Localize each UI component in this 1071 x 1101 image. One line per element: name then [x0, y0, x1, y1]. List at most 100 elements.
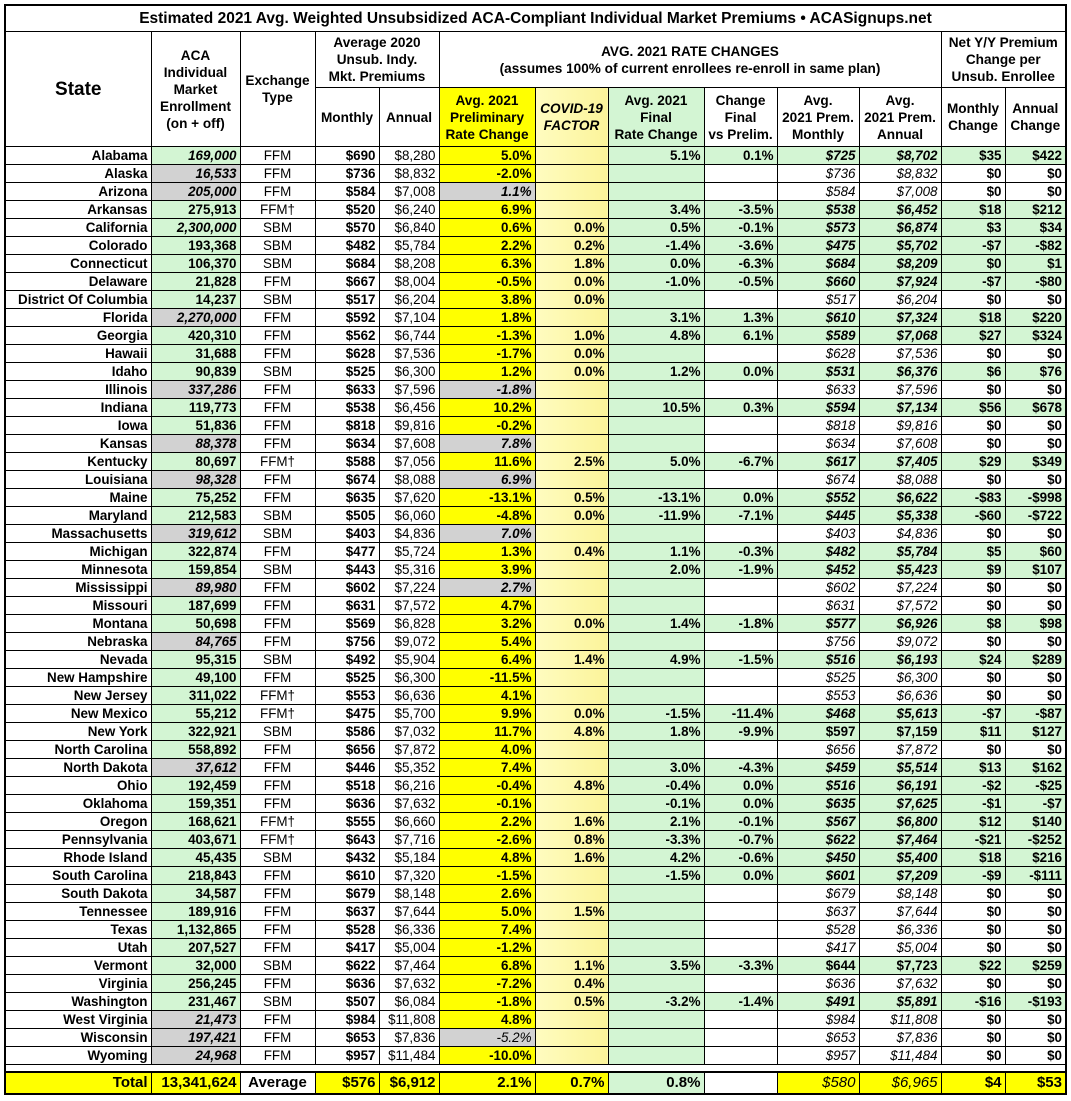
prelim-rate-cell: -1.2%: [438, 938, 536, 957]
monthly-2020-cell: $586: [314, 722, 380, 741]
exchange-type-cell: FFM: [239, 866, 316, 885]
final-rate-cell: [607, 920, 705, 939]
covid-factor-cell: 0.4%: [534, 974, 609, 993]
annual-2021-cell: $5,338: [858, 506, 942, 525]
final-rate-cell: 1.8%: [607, 722, 705, 741]
final-rate-cell: [607, 902, 705, 921]
enrollment-cell: 159,351: [150, 794, 241, 813]
prelim-rate-cell: 6.9%: [438, 200, 536, 219]
state-cell: Nevada: [4, 650, 152, 669]
premiums-table: Estimated 2021 Avg. Weighted Unsubsidize…: [4, 4, 1067, 1095]
monthly-2020-cell: $818: [314, 416, 380, 435]
exchange-type-cell: FFM: [239, 596, 316, 615]
enrollment-cell: 189,916: [150, 902, 241, 921]
covid-factor-cell: [534, 1010, 609, 1029]
header-annual-2020: Annual: [378, 87, 440, 147]
annual-2020-cell: $8,088: [378, 470, 440, 489]
enrollment-cell: 193,368: [150, 236, 241, 255]
covid-factor-cell: [534, 794, 609, 813]
enrollment-cell: 21,828: [150, 272, 241, 291]
covid-factor-cell: [534, 1046, 609, 1065]
net-monthly-cell: $0: [940, 974, 1006, 993]
monthly-2021-cell: $636: [776, 974, 860, 993]
net-monthly-cell: -$16: [940, 992, 1006, 1011]
exchange-type-cell: FFM: [239, 902, 316, 921]
annual-2020-cell: $7,632: [378, 794, 440, 813]
table-row: Utah 207,527 FFM $417 $5,004 -1.2% $417 $5,004 $…: [4, 938, 1067, 957]
annual-2020-cell: $6,216: [378, 776, 440, 795]
net-monthly-cell: $3: [940, 218, 1006, 237]
monthly-2021-cell: $631: [776, 596, 860, 615]
covid-factor-cell: [534, 182, 609, 201]
exchange-type-cell: FFM: [239, 344, 316, 363]
final-rate-cell: [607, 1010, 705, 1029]
net-monthly-cell: -$1: [940, 794, 1006, 813]
prelim-rate-cell: 6.3%: [438, 254, 536, 273]
net-monthly-cell: -$83: [940, 488, 1006, 507]
change-vs-prelim-cell: -11.4%: [703, 704, 778, 723]
monthly-2020-cell: $634: [314, 434, 380, 453]
change-vs-prelim-cell: 0.3%: [703, 398, 778, 417]
net-annual-cell: $324: [1004, 326, 1067, 345]
table-row: Pennsylvania 403,671 FFM† $643 $7,716 -2.6% 0.…: [4, 830, 1067, 849]
total-change-vs-prelim-cell: [703, 1071, 778, 1095]
change-vs-prelim-cell: [703, 596, 778, 615]
state-cell: Georgia: [4, 326, 152, 345]
change-vs-prelim-cell: [703, 380, 778, 399]
covid-factor-cell: 0.0%: [534, 272, 609, 291]
table-row: California 2,300,000 SBM $570 $6,840 0.6% 0.0%…: [4, 218, 1067, 237]
change-vs-prelim-cell: 1.3%: [703, 308, 778, 327]
monthly-2021-cell: $553: [776, 686, 860, 705]
table-row: Louisiana 98,328 FFM $674 $8,088 6.9% $674 $8,0…: [4, 470, 1067, 489]
state-cell: Idaho: [4, 362, 152, 381]
change-vs-prelim-cell: [703, 632, 778, 651]
covid-factor-cell: [534, 866, 609, 885]
exchange-type-cell: FFM: [239, 182, 316, 201]
table-row: Delaware 21,828 FFM $667 $8,004 -0.5% 0.0% -1.0…: [4, 272, 1067, 291]
covid-factor-cell: 1.4%: [534, 650, 609, 669]
prelim-rate-cell: 1.2%: [438, 362, 536, 381]
final-rate-cell: 2.1%: [607, 812, 705, 831]
table-row: Washington 231,467 SBM $507 $6,084 -1.8% 0.5% -…: [4, 992, 1067, 1011]
net-annual-cell: $0: [1004, 596, 1067, 615]
change-vs-prelim-cell: [703, 470, 778, 489]
final-rate-cell: [607, 380, 705, 399]
net-annual-cell: $140: [1004, 812, 1067, 831]
final-rate-cell: -0.4%: [607, 776, 705, 795]
covid-factor-cell: [534, 578, 609, 597]
table-row: Oregon 168,621 FFM† $555 $6,660 2.2% 1.6% 2.1% -…: [4, 812, 1067, 831]
annual-2021-cell: $7,068: [858, 326, 942, 345]
prelim-rate-cell: 7.8%: [438, 434, 536, 453]
change-vs-prelim-cell: 0.1%: [703, 146, 778, 165]
state-cell: Tennessee: [4, 902, 152, 921]
final-rate-cell: 4.8%: [607, 326, 705, 345]
monthly-2021-cell: $660: [776, 272, 860, 291]
covid-factor-cell: 0.8%: [534, 830, 609, 849]
enrollment-cell: 98,328: [150, 470, 241, 489]
enrollment-cell: 256,245: [150, 974, 241, 993]
monthly-2021-cell: $445: [776, 506, 860, 525]
net-annual-cell: $422: [1004, 146, 1067, 165]
enrollment-cell: 337,286: [150, 380, 241, 399]
annual-2021-cell: $6,376: [858, 362, 942, 381]
annual-2020-cell: $6,300: [378, 362, 440, 381]
final-rate-cell: [607, 164, 705, 183]
monthly-2020-cell: $636: [314, 974, 380, 993]
header-final-rate: Avg. 2021 Final Rate Change: [607, 87, 705, 147]
monthly-2021-cell: $736: [776, 164, 860, 183]
enrollment-cell: 322,874: [150, 542, 241, 561]
table-row: Illinois 337,286 FFM $633 $7,596 -1.8% $633 $7,…: [4, 380, 1067, 399]
exchange-type-cell: FFM†: [239, 812, 316, 831]
monthly-2021-cell: $482: [776, 542, 860, 561]
monthly-2021-cell: $417: [776, 938, 860, 957]
enrollment-cell: 88,378: [150, 434, 241, 453]
final-rate-cell: -3.2%: [607, 992, 705, 1011]
table-row: Oklahoma 159,351 FFM $636 $7,632 -0.1% -0.1% 0.…: [4, 794, 1067, 813]
enrollment-cell: 1,132,865: [150, 920, 241, 939]
monthly-2020-cell: $628: [314, 344, 380, 363]
annual-2020-cell: $8,148: [378, 884, 440, 903]
table-row: New Hampshire 49,100 FFM $525 $6,300 -11.5% $5…: [4, 668, 1067, 687]
monthly-2020-cell: $584: [314, 182, 380, 201]
net-monthly-cell: -$9: [940, 866, 1006, 885]
net-annual-cell: $0: [1004, 524, 1067, 543]
